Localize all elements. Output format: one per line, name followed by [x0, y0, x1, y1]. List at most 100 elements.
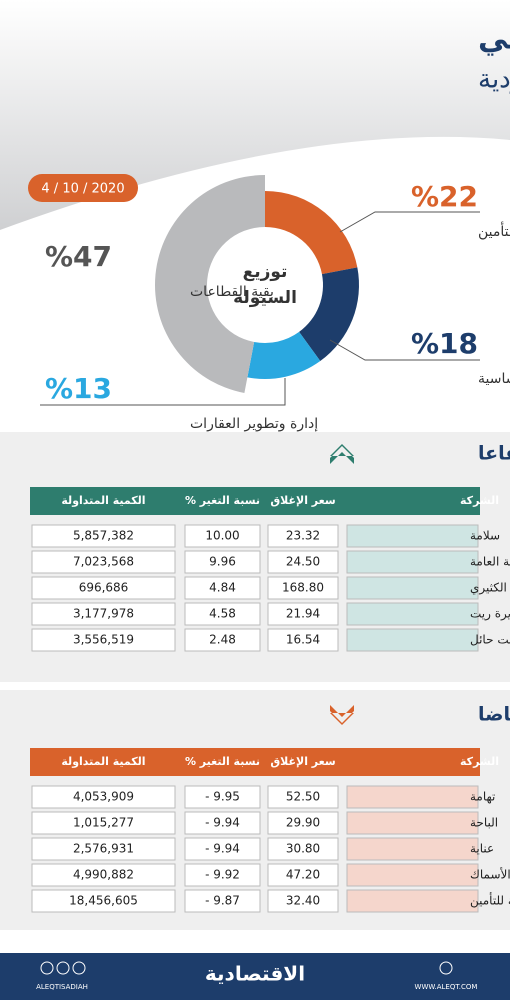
column-header: الكمية المتداولة: [61, 494, 145, 507]
table-cell: [267, 837, 339, 861]
table-cell: [184, 785, 261, 809]
table-cell: [346, 576, 479, 600]
cell-text: - 9.87: [205, 894, 240, 908]
table-cell: [31, 602, 176, 626]
table-cell: [31, 863, 176, 887]
table-cell: [267, 628, 339, 652]
table-cell: [31, 524, 176, 548]
table-cell: [267, 889, 339, 913]
donut-slice: [154, 175, 265, 394]
table-cell: [267, 550, 339, 574]
cell-text: 3,556,519: [73, 633, 134, 647]
cell-text: 4.58: [209, 607, 236, 621]
cell-text: 5,857,382: [73, 529, 134, 543]
cell-text: 168.80: [282, 581, 324, 595]
table-cell: [31, 889, 176, 913]
cell-text: 10.00: [205, 529, 239, 543]
table-header-bg: [30, 487, 480, 515]
cell-text: الباحة: [470, 816, 498, 830]
table-cell: [31, 811, 176, 835]
cell-text: - 9.94: [205, 842, 240, 856]
cell-text: أسمنت حائل: [470, 632, 510, 647]
footer-bg: [0, 953, 510, 1000]
cell-text: 30.80: [286, 842, 320, 856]
value-label: %13: [45, 372, 112, 405]
title: الأداء اليومي: [478, 20, 510, 57]
cell-text: 24.50: [286, 555, 320, 569]
column-header: سعر الإغلاق: [270, 494, 335, 507]
cell-text: 1,015,277: [73, 816, 134, 830]
donut-slice: [299, 267, 359, 362]
table-cell: [346, 811, 479, 835]
cell-text: - 9.95: [205, 790, 240, 804]
table-cell: [267, 576, 339, 600]
cell-text: الكثيري: [470, 581, 507, 596]
section-title: الأكثر انخفاضا: [478, 703, 510, 726]
cell-text: 18,456,605: [69, 894, 138, 908]
donut-slice: [265, 191, 358, 275]
cell-text: 21.94: [286, 607, 320, 621]
cell-text: 4,990,882: [73, 868, 134, 882]
handle: ALEQTISADIAH: [36, 983, 88, 991]
table-cell: [267, 863, 339, 887]
category-label: التأمين: [478, 221, 510, 240]
header-bg: [0, 0, 510, 230]
table-cell: [346, 602, 479, 626]
column-header: نسبة التغير %: [185, 755, 260, 768]
column-header: الشركة: [460, 755, 499, 768]
table-cell: [184, 889, 261, 913]
value-label: %22: [411, 180, 478, 213]
category-label: بقية القطاعات: [190, 284, 274, 300]
leader: [339, 211, 480, 233]
table-cell: [346, 889, 479, 913]
cell-text: 47.20: [286, 868, 320, 882]
column-header: سعر الإغلاق: [270, 755, 335, 768]
cell-text: 23.32: [286, 529, 320, 543]
column-header: الشركة: [460, 494, 499, 507]
table-cell: [184, 576, 261, 600]
category-label: إدارة وتطوير العقارات: [190, 416, 318, 432]
table-cell: [346, 550, 479, 574]
value-label: %47: [45, 240, 112, 273]
cell-text: سلامة: [470, 529, 500, 543]
cell-text: 29.90: [286, 816, 320, 830]
cell-text: 3,177,978: [73, 607, 134, 621]
table-cell: [346, 785, 479, 809]
table-cell: [346, 524, 479, 548]
cell-text: عناية: [470, 842, 494, 856]
cell-text: 696,686: [79, 581, 129, 595]
table-cell: [346, 837, 479, 861]
title-word: توزيع: [243, 262, 288, 282]
cell-text: 4.84: [209, 581, 236, 595]
cell-text: 16.54: [286, 633, 320, 647]
table-cell: [267, 785, 339, 809]
cell-text: الأسماك: [470, 867, 510, 882]
table-cell: [31, 837, 176, 861]
date-pill: [28, 174, 138, 202]
category-label: المواد الأساسية: [478, 369, 510, 387]
subtitle: لسوق الأسهم السعودية: [478, 62, 510, 95]
leader: [329, 339, 480, 361]
table-cell: [184, 628, 261, 652]
cell-text: - 9.92: [205, 868, 240, 882]
cell-text: 9.96: [209, 555, 236, 569]
title-word: السيولة: [233, 288, 297, 308]
section-title: الأكثر ارتفاعا: [478, 442, 510, 465]
cell-text: 32.40: [286, 894, 320, 908]
cell-text: 2,576,931: [73, 842, 134, 856]
column-header: نسبة التغير %: [185, 494, 260, 507]
table-cell: [267, 811, 339, 835]
cell-text: أمانة للتأمين: [470, 892, 510, 909]
cell-text: 7,023,568: [73, 555, 134, 569]
table-cell: [184, 837, 261, 861]
cell-text: تهامة: [470, 790, 495, 804]
cell-text: الجزيرة ريت: [470, 607, 510, 622]
cell-text: الخليجية العامة: [470, 555, 510, 569]
table-cell: [267, 602, 339, 626]
value-label: %18: [411, 327, 478, 360]
table-cell: [184, 863, 261, 887]
table-cell: [31, 576, 176, 600]
social-icons: [40, 961, 86, 975]
